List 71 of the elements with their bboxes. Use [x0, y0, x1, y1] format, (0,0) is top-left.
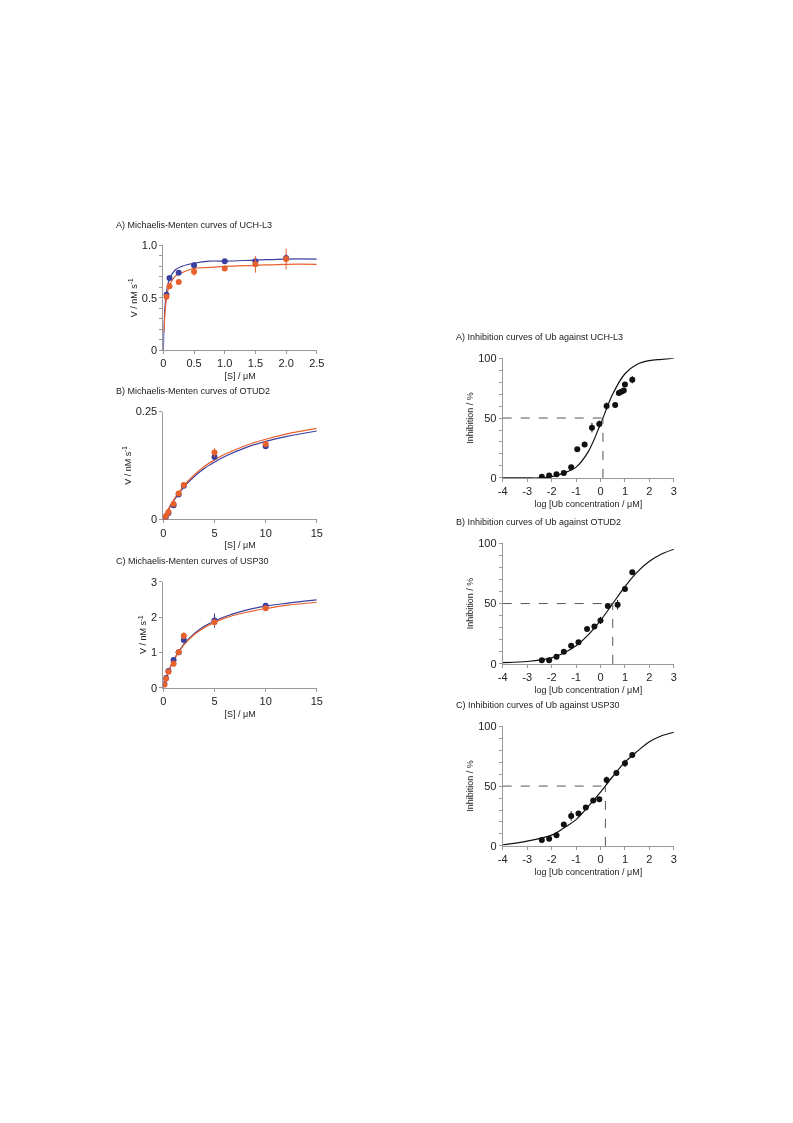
x-axis-title: [S] / μM — [224, 540, 256, 551]
y-axis-title: Inhibition / % — [465, 392, 476, 444]
x-axis-title: [S] / μM — [224, 708, 256, 719]
x-tick-label: -3 — [522, 485, 533, 498]
x-tick-label: -1 — [571, 853, 581, 866]
x-tick-label: -2 — [546, 853, 557, 866]
x-tick-label: 5 — [211, 526, 218, 539]
chart-title: C) Inhibition curves of Ub against USP30 — [456, 700, 620, 710]
x-tick-label: 10 — [259, 694, 272, 707]
x-tick-label: 0.5 — [186, 357, 202, 370]
y-tick-label: 0.5 — [141, 291, 158, 304]
y-tick-label: 0 — [151, 513, 158, 526]
x-tick-label: 1.5 — [247, 357, 264, 370]
x-tick-label: -1 — [571, 671, 581, 684]
x-axis-title: log [Ub concentration / μM] — [534, 866, 643, 877]
x-tick-label: -1 — [571, 485, 581, 498]
x-tick-label: 2 — [646, 485, 653, 498]
y-tick-label: 100 — [478, 537, 497, 550]
chart-title: A) Michaelis-Menten curves of UCH-L3 — [116, 220, 273, 230]
y-tick-label: 0 — [151, 344, 158, 357]
y-tick-label: 0 — [490, 471, 497, 484]
x-axis-title: [S] / μM — [224, 371, 256, 382]
x-tick-label: 0 — [597, 853, 604, 866]
x-axis-title: log [Ub concentration / μM] — [534, 684, 643, 695]
x-tick-label: 0 — [160, 357, 167, 370]
y-tick-label: 100 — [478, 720, 497, 733]
x-tick-label: 0 — [597, 671, 604, 684]
x-tick-label: 15 — [310, 694, 323, 707]
x-tick-label: 1 — [621, 853, 629, 866]
x-tick-label: 2.0 — [278, 357, 294, 370]
y-tick-label: 0 — [490, 839, 497, 852]
x-tick-label: 5 — [211, 694, 218, 707]
x-tick-label: 1.0 — [217, 357, 233, 370]
x-tick-label: -4 — [497, 485, 508, 498]
y-tick-label: 2 — [151, 610, 158, 623]
y-tick-label: 1 — [151, 646, 158, 659]
x-tick-label: 2.5 — [309, 357, 325, 370]
y-tick-label: 50 — [484, 779, 497, 792]
y-tick-label: 50 — [484, 411, 497, 424]
x-tick-label: -3 — [522, 671, 533, 684]
chart-title: C) Michaelis-Menten curves of USP30 — [116, 556, 269, 566]
chart-title: A) Inhibition curves of Ub against UCH-L3 — [456, 332, 624, 342]
x-tick-label: 3 — [670, 853, 677, 866]
x-tick-label: 10 — [259, 526, 272, 539]
x-tick-label: -4 — [497, 671, 508, 684]
x-tick-label: 1 — [621, 485, 629, 498]
x-tick-label: 2 — [646, 853, 653, 866]
y-tick-label: 0 — [151, 681, 158, 694]
x-tick-label: 2 — [646, 671, 653, 684]
chart-title: B) Inhibition curves of Ub against OTUD2 — [456, 517, 622, 527]
x-tick-label: 3 — [670, 485, 677, 498]
x-tick-label: -2 — [546, 671, 557, 684]
y-tick-label: 50 — [484, 597, 497, 610]
y-tick-label: 1.0 — [141, 239, 158, 252]
x-tick-label: 15 — [310, 526, 323, 539]
x-axis-title: log [Ub concentration / μM] — [534, 498, 643, 509]
x-tick-label: 0 — [160, 694, 167, 707]
y-tick-label: 3 — [151, 575, 158, 588]
x-tick-label: 0 — [597, 485, 604, 498]
x-tick-label: 0 — [160, 526, 167, 539]
x-tick-label: -2 — [546, 485, 557, 498]
x-tick-label: -4 — [497, 853, 508, 866]
y-tick-label: 100 — [478, 352, 497, 365]
y-tick-label: 0.25 — [135, 405, 158, 418]
y-axis-title: Inhibition / % — [465, 760, 476, 812]
x-tick-label: 3 — [670, 671, 677, 684]
y-axis-title: Inhibition / % — [465, 577, 476, 630]
x-tick-label: -3 — [522, 853, 533, 866]
y-tick-label: 0 — [490, 657, 497, 670]
x-tick-label: 1 — [621, 671, 629, 684]
chart-title: B) Michaelis-Menten curves of OTUD2 — [116, 386, 271, 396]
